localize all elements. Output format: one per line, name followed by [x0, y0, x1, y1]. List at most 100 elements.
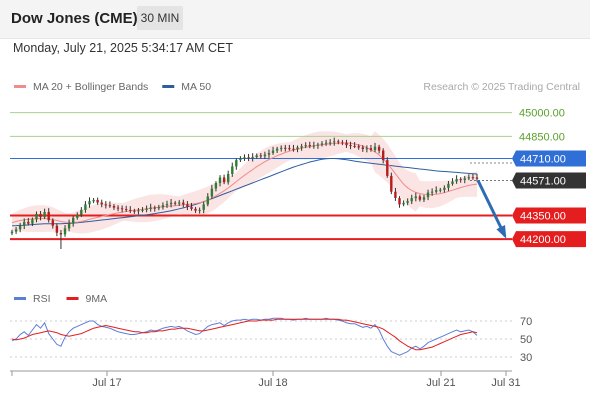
candle [243, 154, 246, 161]
candle-body [76, 214, 79, 218]
candle-body [120, 208, 124, 210]
candle-body [390, 175, 393, 192]
candle-body [365, 148, 369, 150]
candle [235, 158, 238, 170]
candle [406, 198, 409, 206]
candle [418, 194, 422, 202]
candle [55, 223, 59, 237]
candle-body [435, 190, 438, 192]
candle-body [141, 209, 144, 211]
candle [361, 145, 364, 152]
legend-swatch [14, 85, 26, 88]
candle [467, 174, 470, 181]
candle [357, 144, 360, 150]
candle-body [67, 223, 71, 229]
time-axis: Jul 17 Jul 18 Jul 21 Jul 31 [10, 370, 521, 389]
candle [202, 201, 205, 214]
candle [239, 156, 242, 162]
candle-body [414, 196, 417, 199]
candle [275, 146, 279, 153]
price-legend: MA 20 + Bollinger Bands MA 50 [14, 81, 211, 93]
candle [377, 144, 381, 154]
candle [214, 181, 218, 192]
rsi-ma-line [11, 318, 478, 351]
candle-body [345, 142, 348, 146]
candle-body [382, 150, 385, 161]
candle [112, 204, 116, 210]
candle-body [402, 202, 405, 205]
candle [435, 186, 438, 194]
legend-label: 9MA [86, 293, 108, 305]
candle-body [341, 142, 344, 144]
candle-body [255, 155, 258, 157]
candle [23, 218, 26, 230]
level-label: 44350.00 [520, 210, 566, 222]
candle-body [243, 157, 246, 159]
candle-body [116, 207, 120, 209]
legend-label: MA 50 [181, 81, 211, 93]
candle-body [406, 201, 409, 203]
level-badge [512, 150, 586, 167]
candle [178, 200, 181, 206]
candle [394, 187, 397, 201]
rsi-legend: RSI 9MA [14, 293, 107, 305]
candle [337, 139, 340, 145]
candle-body [459, 179, 462, 181]
legend-label: MA 20 + Bollinger Bands [33, 81, 148, 93]
candle-body [218, 177, 222, 183]
candle-body [467, 177, 470, 179]
candle-body [373, 146, 377, 150]
candle-body [349, 145, 352, 147]
candle-body [312, 145, 315, 147]
level-label: 45000.00 [519, 108, 565, 120]
candle [280, 145, 283, 152]
candle [182, 199, 185, 208]
candle-body [100, 202, 103, 205]
candle-body [161, 205, 165, 208]
candle-body [300, 146, 303, 148]
candle [439, 187, 442, 193]
candle-body [14, 229, 18, 232]
candle-body [284, 147, 287, 149]
candle-body [63, 228, 67, 235]
level-label: 44571.00 [520, 176, 566, 188]
level-badge [512, 172, 586, 189]
candle [218, 175, 222, 187]
candle [194, 206, 197, 214]
x-tick-label: Jul 18 [258, 377, 287, 389]
candle-body [439, 189, 442, 191]
candle-body [84, 204, 87, 210]
candle [141, 207, 144, 213]
candle-body [324, 142, 328, 144]
candle-body [430, 191, 434, 193]
candle-body [35, 213, 38, 220]
candle-body [247, 157, 250, 159]
candle [349, 141, 352, 150]
x-tick-label: Jul 31 [491, 377, 520, 389]
candle-body [275, 148, 279, 151]
timeframe-button[interactable]: 30 MIN [137, 6, 183, 30]
candle-body [125, 209, 128, 211]
ma50-line [11, 158, 478, 227]
candle [63, 225, 67, 237]
candle-body [418, 196, 422, 200]
candle-body [80, 209, 83, 215]
candle-body [288, 148, 291, 150]
candle [426, 189, 430, 201]
candle [263, 151, 267, 159]
candle [72, 215, 75, 227]
candle [39, 211, 42, 221]
candle [320, 141, 324, 147]
candle-body [447, 183, 450, 188]
candle [271, 146, 275, 155]
x-tick-label: Jul 17 [92, 377, 121, 389]
candle [251, 153, 254, 162]
candle [51, 218, 54, 229]
candle [227, 170, 230, 185]
candle-body [210, 188, 214, 197]
candle-body [190, 206, 193, 209]
candle [125, 205, 128, 212]
candle-body [186, 204, 189, 207]
